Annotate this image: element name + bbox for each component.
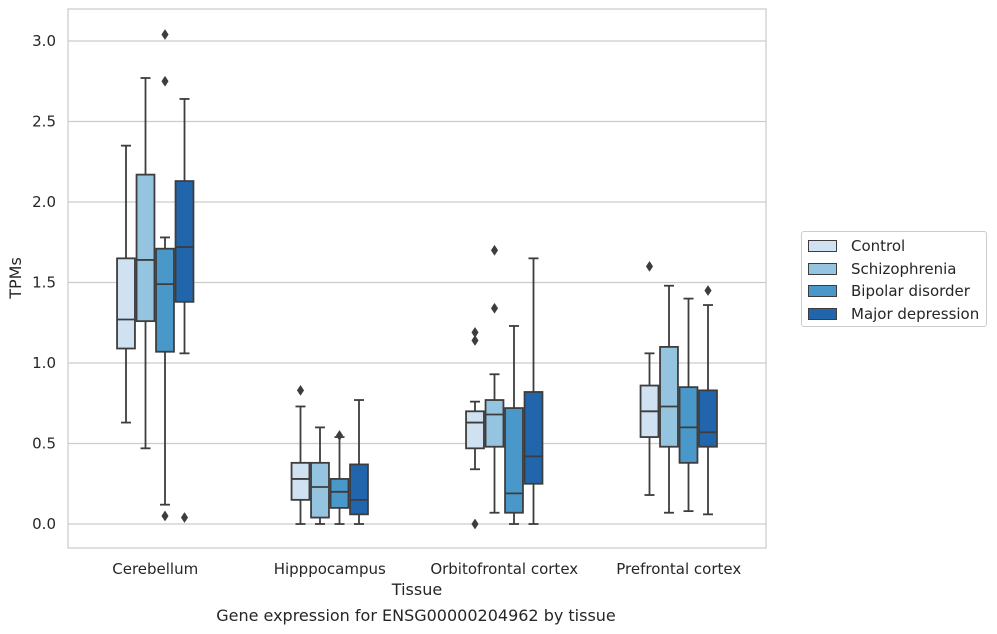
y-tick-label: 1.0: [32, 354, 56, 372]
box-body: [116, 257, 136, 350]
box-1-0: [135, 77, 156, 450]
box-body: [504, 407, 524, 514]
box-body: [349, 463, 369, 516]
legend-item: Major depression: [808, 303, 986, 326]
y-tick-label: 2.0: [32, 193, 56, 211]
y-tick-label: 3.0: [32, 32, 56, 50]
outlier-point: [490, 244, 499, 256]
outlier-point: [645, 260, 654, 272]
outlier-point: [335, 429, 344, 441]
y-tick-label: 0.0: [32, 515, 56, 533]
box-body: [155, 247, 175, 353]
box-body: [678, 386, 699, 464]
box-body: [290, 461, 311, 501]
box-3-2: [523, 257, 544, 525]
box-3-3: [698, 285, 718, 516]
legend-item: Schizophrenia: [808, 258, 986, 281]
outlier-point: [490, 302, 499, 314]
outlier-point: [296, 384, 305, 396]
legend-swatch: [808, 307, 837, 320]
boxes: [116, 29, 718, 530]
y-axis-title: TPMs: [6, 257, 25, 300]
box-body: [329, 478, 350, 509]
outlier-point: [180, 512, 189, 524]
figure-caption: Gene expression for ENSG00000204962 by t…: [216, 606, 616, 625]
box-body: [174, 180, 195, 303]
box-2-1: [329, 429, 350, 525]
box-0-2: [465, 326, 485, 530]
y-tick-label: 2.5: [32, 113, 56, 131]
legend-swatch: [808, 240, 837, 253]
box-3-0: [174, 98, 195, 524]
box-2-3: [678, 297, 699, 513]
x-tick-labels: Cerebellum Hipppocampus Orbitofrontal cort…: [112, 560, 741, 578]
x-tick-label: Hipppocampus: [274, 560, 386, 578]
box-body: [135, 173, 156, 323]
legend-label: Control: [851, 237, 906, 256]
x-tick-label: Orbitofrontal cortex: [430, 560, 578, 578]
legend: Control Schizophrenia Bipolar disorder Majo…: [801, 231, 987, 327]
box-body: [659, 345, 679, 448]
box-0-1: [290, 384, 311, 525]
box-3-1: [349, 399, 369, 525]
outlier-point: [161, 510, 169, 522]
legend-label: Major depression: [851, 304, 980, 323]
box-body: [484, 399, 505, 448]
y-tick-label: 1.5: [32, 274, 56, 292]
legend-label: Bipolar disorder: [851, 282, 970, 301]
box-body: [310, 461, 330, 519]
box-1-3: [659, 284, 679, 514]
y-tick-label: 0.5: [32, 435, 56, 453]
outlier-point: [161, 75, 169, 87]
outlier-point: [704, 285, 712, 297]
outlier-point: [471, 335, 479, 346]
box-1-1: [310, 426, 330, 525]
legend-swatch: [808, 285, 837, 298]
x-axis-title: Tissue: [391, 580, 442, 599]
x-tick-label: Cerebellum: [112, 560, 198, 578]
legend-item: Bipolar disorder: [808, 280, 986, 303]
legend-swatch: [808, 262, 837, 275]
outlier-point: [471, 518, 479, 530]
legend-item: Control: [808, 235, 986, 258]
box-2-2: [504, 325, 524, 525]
box-body: [698, 389, 718, 448]
box-2-0: [155, 29, 175, 522]
box-0-0: [116, 144, 136, 424]
outlier-point: [471, 326, 479, 338]
legend-label: Schizophrenia: [851, 259, 957, 278]
x-tick-label: Prefrontal cortex: [616, 560, 741, 578]
box-body: [523, 391, 544, 485]
box-body: [465, 410, 485, 450]
box-0-3: [639, 260, 660, 496]
y-tick-labels: 0.0 0.5 1.0 1.5 2.0 2.5 3.0: [32, 32, 56, 533]
outlier-point: [161, 29, 169, 41]
box-1-2: [484, 244, 505, 514]
